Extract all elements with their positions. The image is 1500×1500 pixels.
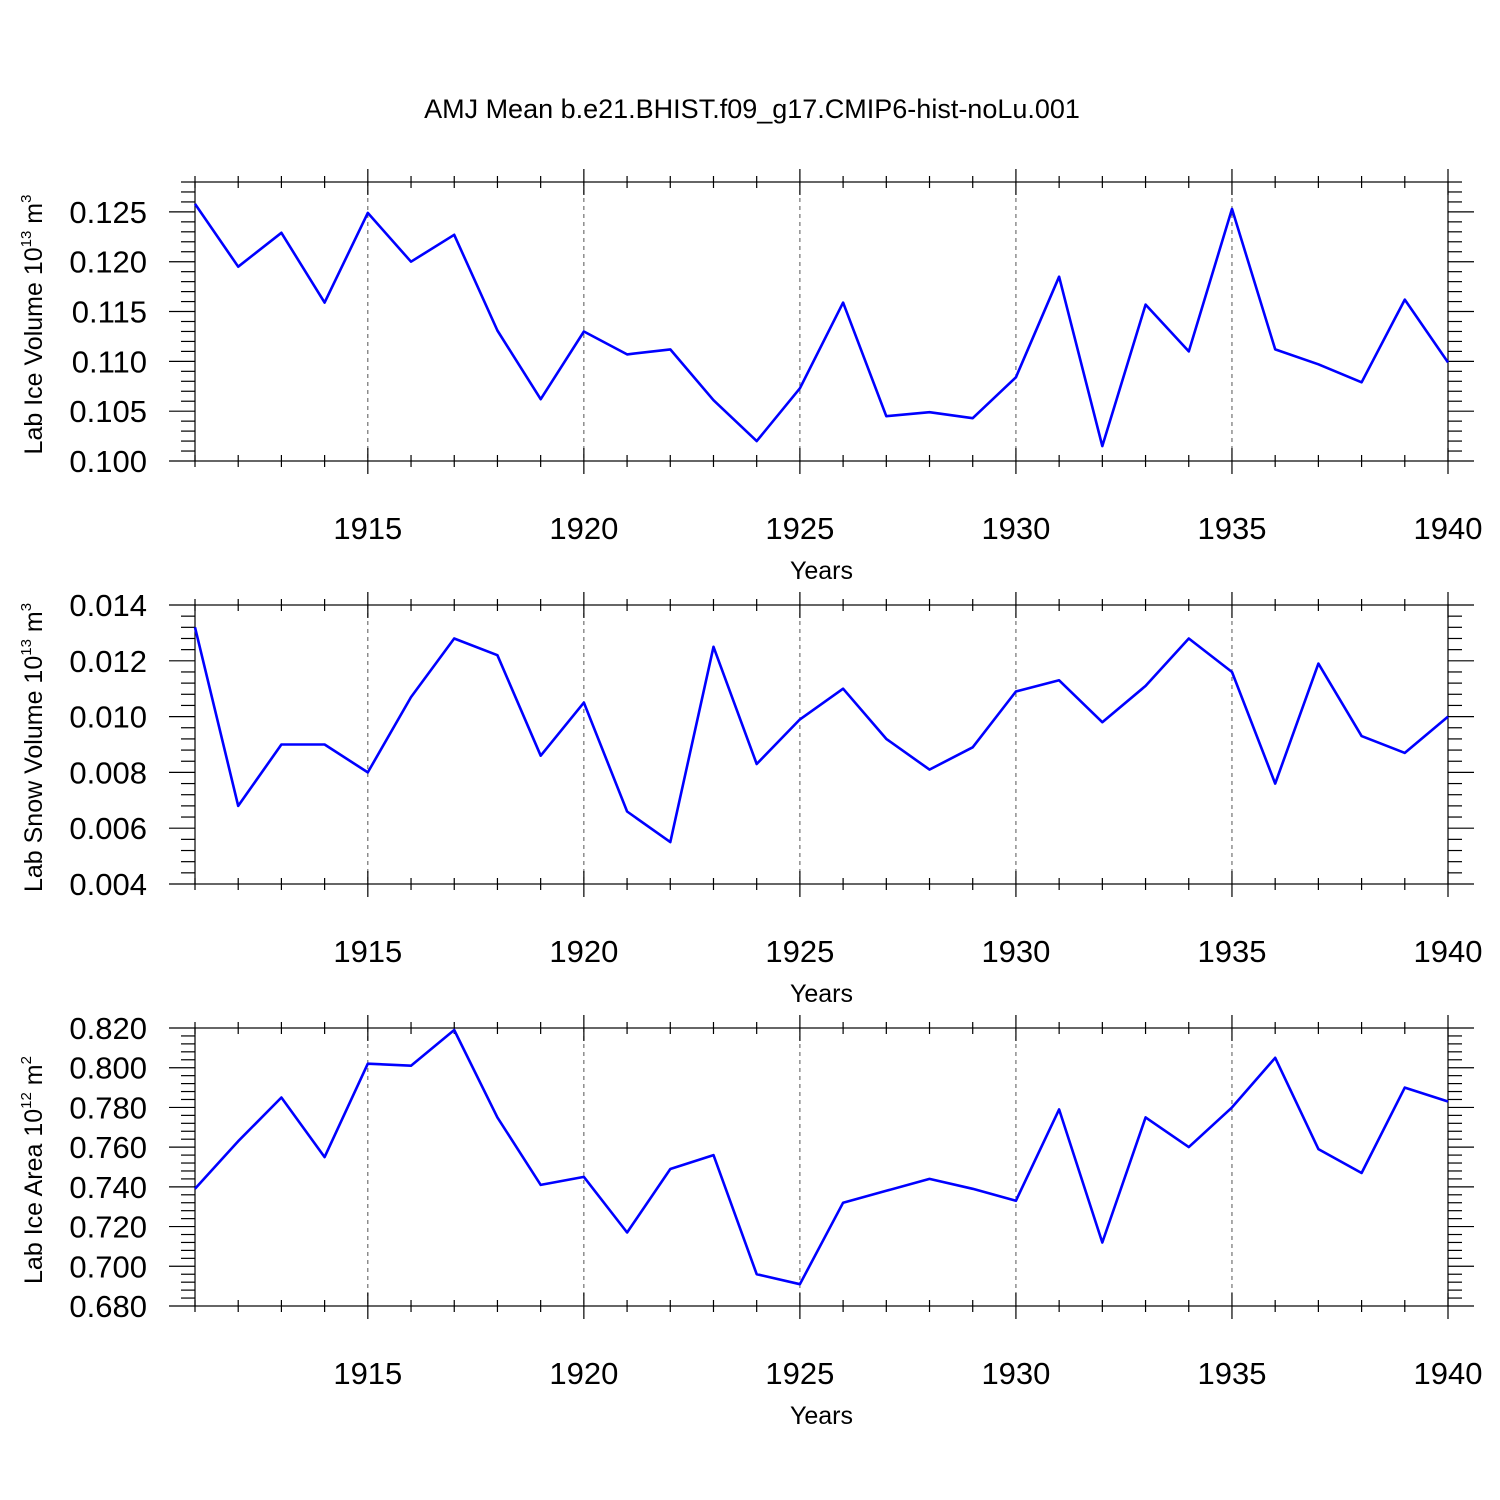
y-tick-label: 0.110 <box>72 344 147 379</box>
x-tick-label: 1915 <box>333 511 402 546</box>
chart-panels: 0.100 0.105 0.110 0.115 0.120 0.125 1915 1920 19… <box>18 169 1482 1430</box>
y-tick-label: 0.100 <box>69 444 147 479</box>
y-axis-title: Lab Snow Volume 1013 m3 <box>18 603 48 892</box>
x-tick-label: 1940 <box>1414 934 1483 969</box>
chart-panel-1: 0.100 0.105 0.110 0.115 0.120 0.125 1915 1920 19… <box>18 169 1482 585</box>
x-tick-label: 1935 <box>1197 1356 1266 1391</box>
y-tick-label: 0.740 <box>69 1170 147 1205</box>
y-tick-label: 0.115 <box>72 295 147 330</box>
x-tick-label: 1925 <box>765 511 834 546</box>
y-tick-label: 0.012 <box>69 644 147 679</box>
x-tick-label: 1920 <box>549 934 618 969</box>
chart-title: AMJ Mean b.e21.BHIST.f09_g17.CMIP6-hist-… <box>424 94 1080 124</box>
y-tick-label: 0.760 <box>69 1130 147 1165</box>
series-line <box>193 203 1450 448</box>
y-tick-label: 0.780 <box>69 1090 147 1125</box>
x-tick-label: 1930 <box>981 511 1050 546</box>
y-tick-label: 0.680 <box>69 1289 147 1324</box>
y-axis-title: Lab Ice Area 1012 m2 <box>18 1056 48 1284</box>
x-axis-title: Years <box>790 980 853 1008</box>
x-tick-label: 1930 <box>981 934 1050 969</box>
y-tick-label: 0.120 <box>69 245 147 280</box>
x-axis-title: Years <box>790 1402 853 1430</box>
y-tick-label: 0.125 <box>69 195 147 230</box>
x-tick-label: 1915 <box>333 1356 402 1391</box>
x-tick-label: 1940 <box>1414 1356 1483 1391</box>
y-tick-label: 0.700 <box>69 1249 147 1284</box>
chart-panel-2: 0.004 0.006 0.008 0.010 0.012 0.014 1915 1920 19… <box>18 588 1482 1008</box>
series-line <box>194 1028 1449 1286</box>
y-tick-label: 0.800 <box>69 1051 147 1086</box>
y-tick-label: 0.014 <box>69 588 147 623</box>
plot-frame <box>194 604 1449 885</box>
y-tick-label: 0.105 <box>69 394 147 429</box>
y-tick-label: 0.008 <box>69 755 147 790</box>
y-axis-title: Lab Ice Volume 1013 m3 <box>18 195 48 455</box>
y-tick-label: 0.820 <box>69 1011 147 1046</box>
plot-frame <box>194 181 1449 462</box>
chart-panel-3: 0.680 0.700 0.720 0.740 0.760 0.780 0.800 0.820… <box>18 1011 1482 1430</box>
x-axis-title: Years <box>790 557 853 585</box>
x-tick-label: 1915 <box>333 934 402 969</box>
y-tick-label: 0.004 <box>69 867 147 902</box>
y-tick-label: 0.720 <box>69 1210 147 1245</box>
x-tick-label: 1940 <box>1414 511 1483 546</box>
x-tick-label: 1935 <box>1197 934 1266 969</box>
y-tick-label: 0.010 <box>69 700 147 735</box>
x-tick-label: 1925 <box>765 1356 834 1391</box>
x-tick-label: 1935 <box>1197 511 1266 546</box>
plot-frame <box>194 1027 1449 1307</box>
x-tick-label: 1925 <box>765 934 834 969</box>
series-line <box>193 626 1449 844</box>
y-tick-label: 0.006 <box>69 811 147 846</box>
x-tick-label: 1920 <box>549 1356 618 1391</box>
x-tick-label: 1930 <box>981 1356 1050 1391</box>
x-tick-label: 1920 <box>549 511 618 546</box>
